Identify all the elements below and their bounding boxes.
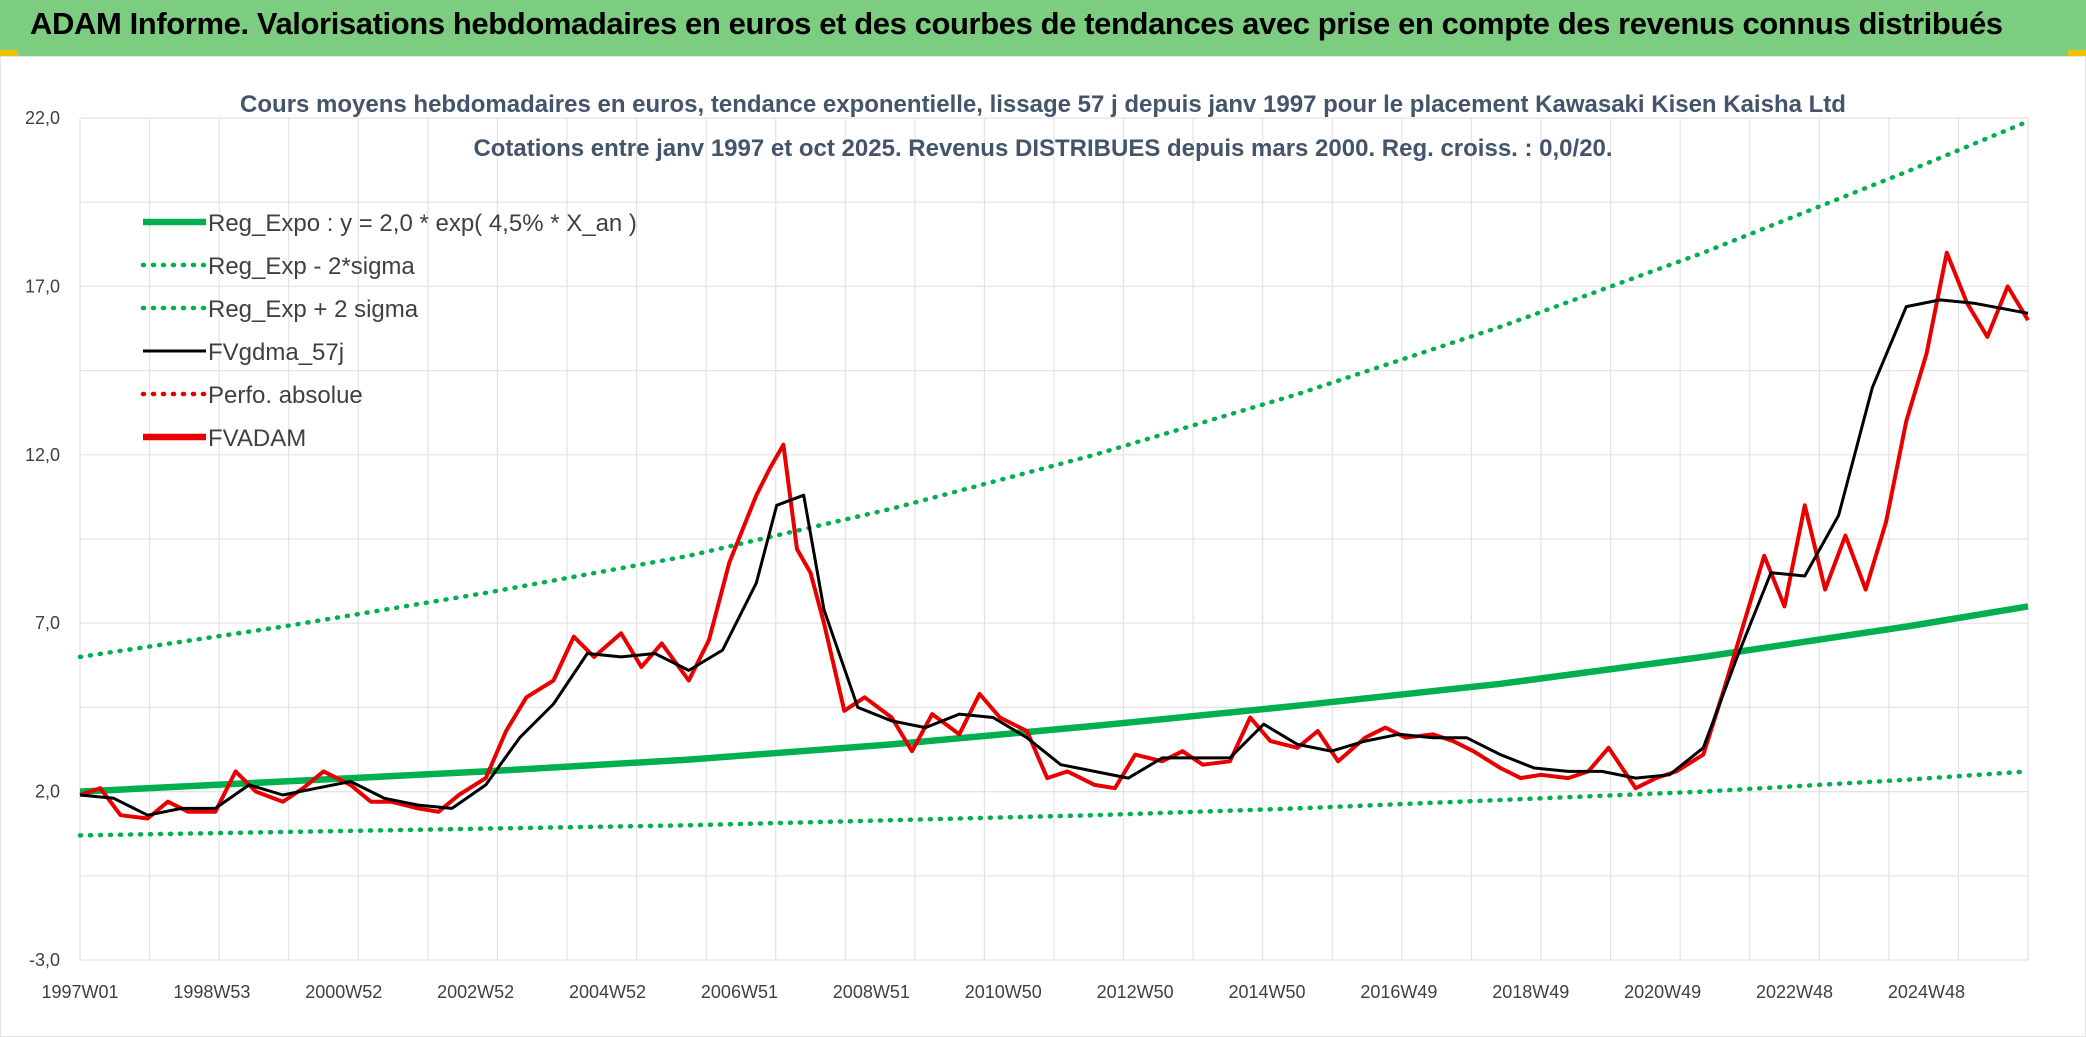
series-line-3 [79, 298, 2029, 817]
legend: Reg_Expo : y = 2,0 * exp( 4,5% * X_an ) R… [140, 210, 637, 452]
series-line-0 [79, 603, 2029, 795]
x-tick-label: 2004W52 [569, 982, 646, 1002]
series-line-1 [77, 769, 2031, 838]
x-tick-label: 2002W52 [437, 982, 514, 1002]
x-tick-label: 2024W48 [1888, 982, 1965, 1002]
page-title: ADAM Informe. Valorisations hebdomadaire… [30, 6, 2003, 41]
y-tick-label: -3,0 [29, 950, 60, 970]
grid-layer [79, 117, 2029, 961]
y-tick-label: 2,0 [35, 782, 60, 802]
x-tick-label: 2020W49 [1624, 982, 1701, 1002]
legend-label: Reg_Exp + 2 sigma [208, 296, 419, 323]
x-tick-label: 1997W01 [41, 982, 118, 1002]
chart-subtitle: Cotations entre janv 1997 et oct 2025. R… [473, 135, 1612, 162]
x-tick-label: 2012W50 [1097, 982, 1174, 1002]
x-tick-label: 1998W53 [173, 982, 250, 1002]
x-tick-label: 2008W51 [833, 982, 910, 1002]
x-tick-label: 2014W50 [1228, 982, 1305, 1002]
y-axis-ticks: 22,0 17,0 12,0 7,0 2,0 -3,0 [25, 108, 60, 970]
y-tick-label: 7,0 [35, 613, 60, 633]
legend-label: FVgdma_57j [208, 339, 344, 366]
series-line-2 [77, 119, 2031, 660]
chart-title: Cours moyens hebdomadaires en euros, ten… [240, 91, 1846, 118]
y-tick-label: 12,0 [25, 445, 60, 465]
x-axis-ticks: 1997W01 1998W53 2000W52 2002W52 2004W52 2006W… [41, 982, 1965, 1002]
y-tick-label: 17,0 [25, 276, 60, 296]
legend-label: Reg_Exp - 2*sigma [208, 253, 415, 280]
x-tick-label: 2010W50 [965, 982, 1042, 1002]
series-layer [77, 119, 2031, 838]
legend-label: FVADAM [208, 425, 306, 452]
header-bar [0, 0, 2086, 56]
x-tick-label: 2018W49 [1492, 982, 1569, 1002]
x-tick-label: 2006W51 [701, 982, 778, 1002]
header-accent-right [2068, 50, 2086, 57]
legend-label: Perfo. absolue [208, 382, 363, 409]
header-accent-left [0, 50, 18, 57]
x-tick-label: 2016W49 [1360, 982, 1437, 1002]
legend-label: Reg_Expo : y = 2,0 * exp( 4,5% * X_an ) [208, 210, 637, 237]
x-tick-label: 2022W48 [1756, 982, 1833, 1002]
y-tick-label: 22,0 [25, 108, 60, 128]
x-tick-label: 2000W52 [305, 982, 382, 1002]
